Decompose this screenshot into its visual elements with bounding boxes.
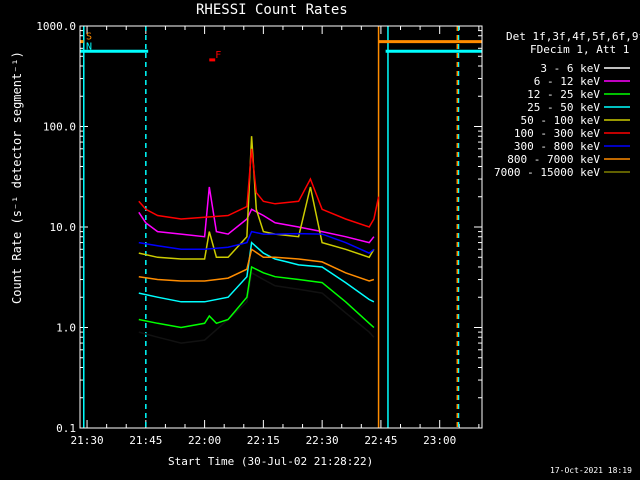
x-axis-label: Start Time (30-Jul-02 21:28:22): [168, 455, 374, 468]
x-tick-label: 22:45: [364, 434, 397, 447]
x-tick-label: 21:30: [70, 434, 103, 447]
plot-frame: [79, 25, 483, 429]
flag-label: F: [215, 50, 221, 61]
x-tick-label: 23:00: [423, 434, 456, 447]
series-line: [138, 148, 380, 228]
timestamp: 17-Oct-2021 18:19: [550, 466, 632, 475]
y-tick-label: 10.0: [50, 221, 77, 234]
flag-label: N: [86, 41, 92, 52]
y-tick-label: 1.0: [56, 322, 76, 335]
legend-entry-label: 6 - 12 keV: [534, 75, 601, 88]
y-tick-label: 1000.0: [36, 20, 76, 33]
legend-entry-label: 800 - 7000 keV: [507, 153, 600, 166]
series-line: [138, 230, 375, 254]
series-line: [138, 241, 375, 303]
chart-title: RHESSI Count Rates: [196, 2, 348, 18]
legend-entry-label: 100 - 300 keV: [514, 127, 600, 140]
series-line: [138, 265, 375, 329]
series-line: [138, 271, 375, 344]
x-tick-label: 22:15: [247, 434, 280, 447]
x-tick-label: 21:45: [129, 434, 162, 447]
flag-label: S: [86, 32, 92, 43]
series-line: [138, 248, 375, 282]
legend-header-2: FDecim 1, Att 1: [530, 43, 630, 56]
legend-entry-label: 25 - 50 keV: [527, 101, 600, 114]
x-tick-label: 22:30: [306, 434, 339, 447]
x-tick-label: 22:00: [188, 434, 221, 447]
legend-entry-label: 50 - 100 keV: [521, 114, 601, 127]
y-axis-label: Count Rate (s⁻¹ detector segment⁻¹): [10, 51, 24, 304]
legend-entry-label: 12 - 25 keV: [527, 88, 600, 101]
legend-entry-label: 7000 - 15000 keV: [494, 166, 600, 179]
y-tick-label: 0.1: [56, 422, 76, 435]
series-line: [138, 186, 375, 244]
legend-entry-label: 3 - 6 keV: [540, 62, 600, 75]
y-tick-label: 100.0: [43, 121, 76, 134]
legend-header-1: Det 1f,3f,4f,5f,6f,9f,: [506, 30, 640, 43]
legend-entry-label: 300 - 800 keV: [514, 140, 600, 153]
